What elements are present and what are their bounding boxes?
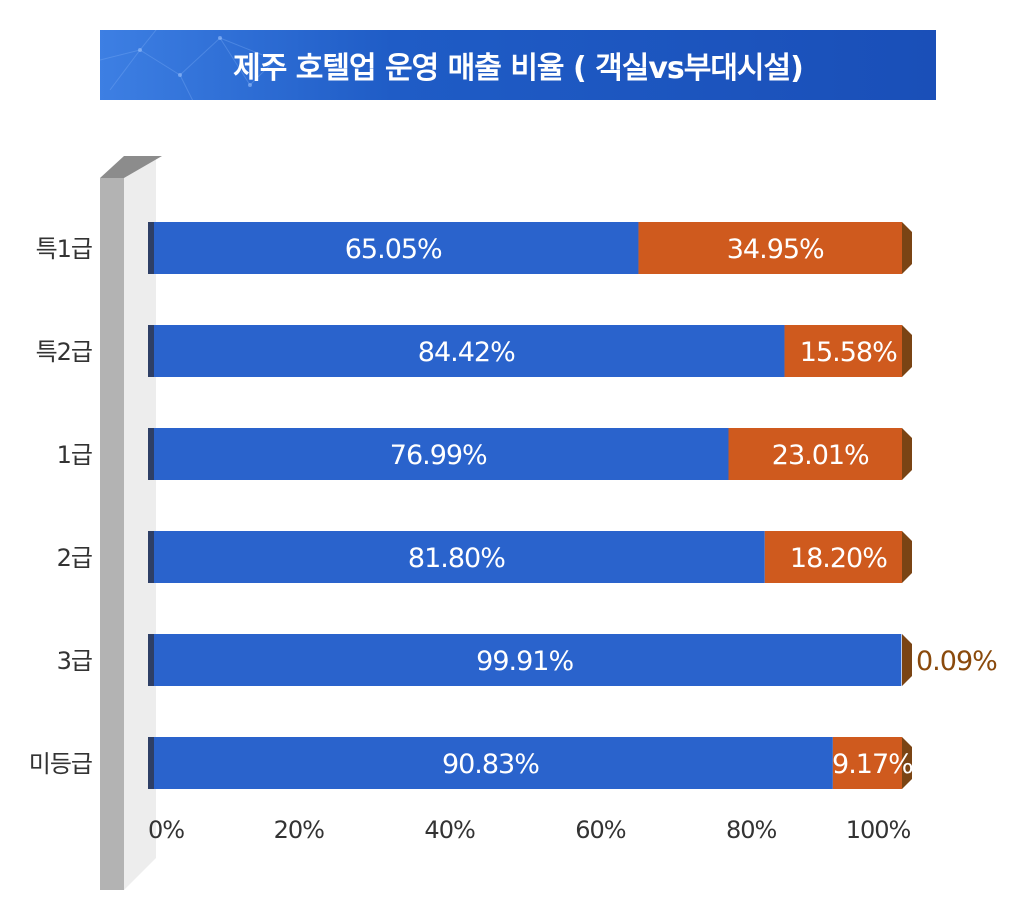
title-banner: 제주 호텔업 운영 매출 비율 ( 객실vs부대시설) [100, 30, 936, 100]
data-label-series1: 76.99% [390, 440, 487, 471]
category-label: 2급 [57, 544, 92, 572]
bar-side-face [902, 737, 912, 789]
data-label-series1: 81.80% [408, 543, 505, 574]
data-label-series2: 18.20% [790, 543, 887, 574]
bar-side-face [902, 325, 912, 377]
data-label-series1: 65.05% [345, 234, 442, 265]
bar-segment-series2 [832, 737, 902, 789]
x-tick-label: 60% [575, 816, 626, 844]
x-tick-label: 40% [424, 816, 475, 844]
category-label: 1급 [57, 441, 92, 469]
labels-layer: 특1급 65.05% 34.95% 특2급 84.42% 15.58% 1급 76.99% 23… [29, 234, 998, 844]
data-label-series1: 99.91% [476, 646, 573, 677]
bar-segment-series2 [728, 428, 902, 480]
category-label: 미등급 [29, 750, 92, 778]
bar-left-edge [148, 737, 155, 789]
data-label-series2: 0.09% [916, 646, 997, 677]
category-label: 특2급 [36, 338, 92, 366]
bar-segment-series1 [154, 531, 765, 583]
bar-segment-series1 [154, 428, 729, 480]
chart-title: 제주 호텔업 운영 매출 비율 ( 객실vs부대시설) [233, 51, 804, 86]
bar-segment-series2 [638, 222, 902, 274]
bar-left-edge [148, 428, 155, 480]
bar-segment-series1 [154, 737, 833, 789]
data-label-series1: 90.83% [442, 749, 539, 780]
data-label-series2: 9.17% [832, 749, 913, 780]
bar-segment-series1 [154, 634, 902, 686]
category-label: 3급 [57, 647, 92, 675]
data-label-series2: 15.58% [800, 337, 897, 368]
bar-side-face [902, 428, 912, 480]
data-label-series2: 23.01% [772, 440, 869, 471]
bar-segment-series1 [154, 325, 785, 377]
bar-segment-series1 [154, 222, 639, 274]
bars-layer [148, 222, 912, 789]
bar-segment-series2 [784, 325, 902, 377]
axis-wall-front [100, 178, 124, 890]
bar-left-edge [148, 325, 155, 377]
category-label: 특1급 [36, 235, 92, 263]
bar-side-face [902, 634, 912, 686]
bar-left-edge [148, 531, 155, 583]
bar-left-edge [148, 222, 155, 274]
bar-left-edge [148, 634, 155, 686]
bar-segment-series2 [764, 531, 902, 583]
data-label-series1: 84.42% [418, 337, 515, 368]
bar-side-face [902, 531, 912, 583]
x-tick-label: 0% [148, 816, 184, 844]
bar-side-face [902, 222, 912, 274]
x-tick-label: 80% [726, 816, 777, 844]
x-tick-label: 100% [846, 816, 911, 844]
axis-wall-top [100, 156, 162, 178]
banner-pattern [100, 30, 277, 100]
data-label-series2: 34.95% [727, 234, 824, 265]
x-tick-label: 20% [274, 816, 325, 844]
